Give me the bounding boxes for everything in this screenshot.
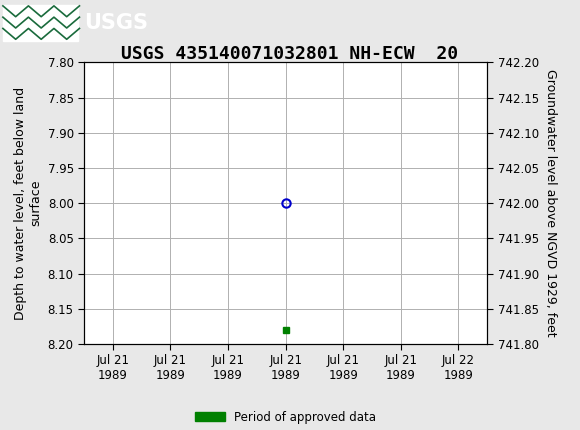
Text: USGS: USGS [84,12,148,33]
Y-axis label: Groundwater level above NGVD 1929, feet: Groundwater level above NGVD 1929, feet [544,69,557,337]
Legend: Period of approved data: Period of approved data [190,406,381,428]
FancyBboxPatch shape [3,4,78,41]
Y-axis label: Depth to water level, feet below land
surface: Depth to water level, feet below land su… [14,86,42,320]
Text: USGS 435140071032801 NH-ECW  20: USGS 435140071032801 NH-ECW 20 [121,45,459,63]
